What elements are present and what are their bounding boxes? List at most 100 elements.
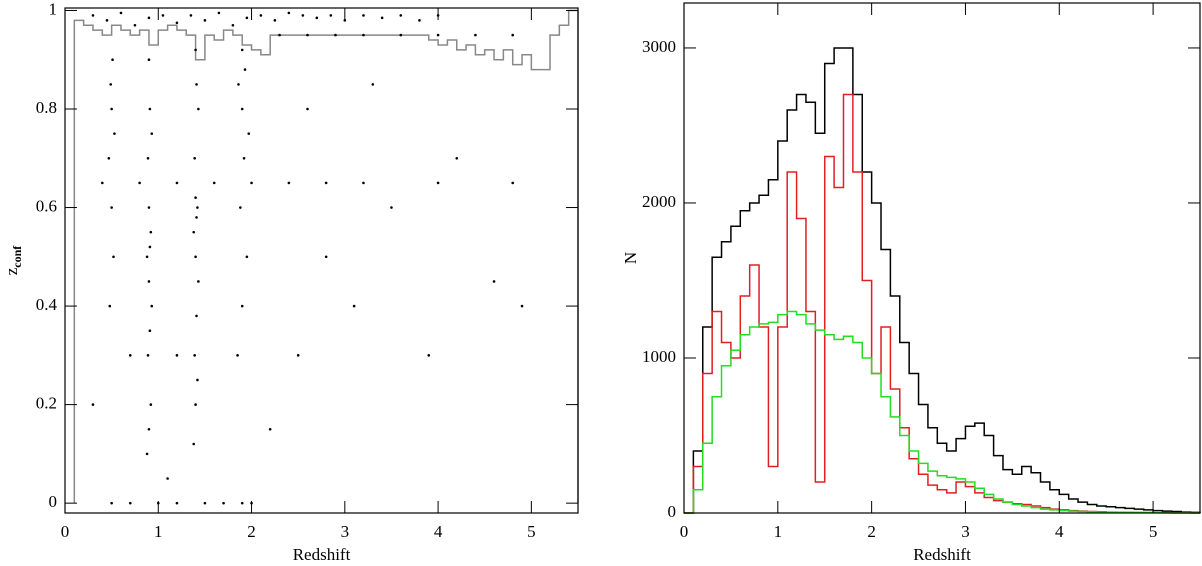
x-tick-label: 5 (1149, 522, 1158, 541)
point (113, 132, 116, 135)
point (128, 501, 132, 505)
x-tick-label: 0 (680, 522, 689, 541)
y-tick-label: 0.8 (36, 98, 57, 117)
point (101, 181, 104, 185)
point (161, 14, 165, 17)
y-tick-label: 0.2 (36, 394, 57, 413)
point (242, 156, 246, 160)
point (511, 33, 515, 37)
point (520, 304, 524, 308)
point (245, 255, 249, 259)
point (146, 354, 150, 357)
point (194, 48, 197, 52)
x-tick-label: 1 (154, 522, 163, 541)
x-axis-label: Redshift (913, 545, 971, 564)
point (334, 33, 337, 37)
point (217, 11, 221, 15)
point (138, 181, 141, 185)
point (362, 181, 365, 185)
point (194, 196, 197, 199)
point (148, 245, 152, 249)
point (247, 132, 251, 135)
plot-frame (64, 7, 579, 514)
x-tick-label: 3 (341, 522, 350, 541)
point (109, 83, 113, 86)
y-tick-label: 0 (49, 492, 58, 511)
point (273, 19, 277, 22)
point (390, 206, 393, 209)
x-tick-label: 4 (1055, 522, 1064, 541)
point (236, 354, 239, 357)
point (105, 19, 109, 22)
point (306, 33, 309, 37)
x-tick-label: 3 (961, 522, 970, 541)
point (250, 181, 253, 185)
point (108, 304, 112, 308)
point (91, 14, 95, 17)
point (196, 206, 199, 209)
point (133, 23, 137, 27)
point (240, 48, 244, 52)
x-tick-label: 0 (61, 522, 70, 541)
point (166, 477, 169, 480)
plot-frame (683, 2, 1201, 514)
point (195, 83, 198, 86)
point (147, 58, 151, 62)
point (193, 354, 196, 357)
y-axis-label-main: z (2, 267, 21, 275)
point (301, 14, 305, 17)
point (150, 132, 154, 135)
point (239, 206, 242, 209)
point (110, 501, 113, 505)
point (192, 442, 196, 446)
point (399, 33, 403, 37)
point (287, 11, 291, 15)
y-tick-label: 2000 (642, 192, 676, 211)
point (240, 501, 244, 505)
point (147, 280, 151, 283)
point (492, 280, 496, 283)
point (189, 14, 193, 17)
point (240, 107, 244, 111)
point (245, 16, 249, 20)
point (231, 23, 235, 27)
point (315, 16, 319, 20)
point (240, 304, 244, 308)
point (175, 501, 179, 505)
y-tick-label: 0 (668, 502, 677, 521)
point (380, 16, 384, 20)
histogram-step (684, 93, 1200, 514)
point (119, 11, 123, 15)
point (91, 403, 95, 406)
point (149, 403, 153, 406)
point (212, 181, 216, 185)
x-axis-label: Redshift (293, 545, 351, 564)
point (418, 19, 421, 22)
point (278, 33, 281, 37)
point (192, 230, 196, 234)
y-tick-label: 0.4 (36, 295, 58, 314)
point (371, 83, 375, 86)
point (259, 14, 263, 17)
point (243, 68, 247, 71)
point (268, 427, 272, 431)
point (455, 156, 459, 160)
point (237, 83, 240, 86)
point (112, 255, 115, 259)
point (148, 329, 152, 333)
y-tick-label: 1 (49, 0, 58, 18)
point (329, 14, 333, 17)
point (149, 230, 153, 234)
point (128, 354, 132, 357)
point (362, 33, 365, 37)
point (436, 33, 440, 37)
x-tick-label: 2 (867, 522, 876, 541)
point (222, 501, 225, 505)
point (306, 107, 309, 111)
point (195, 216, 198, 219)
point (436, 181, 440, 185)
point (324, 255, 328, 259)
point (324, 181, 328, 185)
y-tick-label: 1000 (642, 347, 676, 366)
